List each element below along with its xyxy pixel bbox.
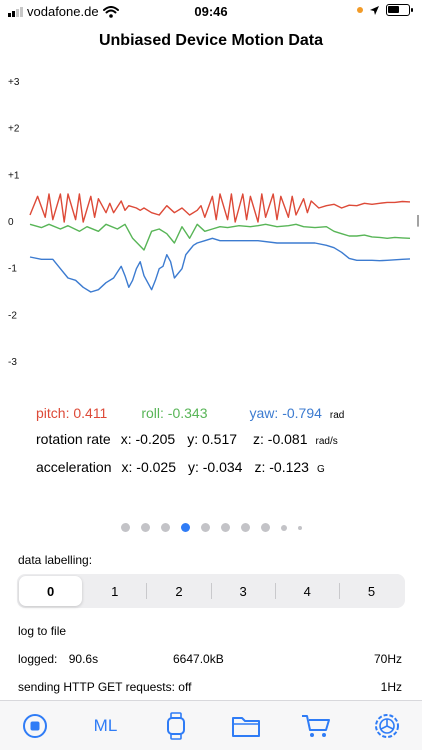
acceleration-z: z: -0.123 xyxy=(254,459,309,475)
tab-cart[interactable] xyxy=(296,706,336,746)
ml-tab-label: ML xyxy=(93,715,118,735)
tab-record[interactable] xyxy=(15,706,55,746)
roll-value: roll: -0.343 xyxy=(141,405,208,421)
segment-divider xyxy=(210,583,212,599)
logged-label: logged: xyxy=(18,652,58,666)
page-dot[interactable] xyxy=(297,525,302,530)
y-tick-label: -3 xyxy=(8,357,17,368)
segment-divider xyxy=(274,583,276,599)
motion-chart: +3 +2 +1 0 -1 -2 -3 xyxy=(0,70,422,370)
attitude-readout: pitch: 0.411 roll: -0.343 yaw: -0.794 ra… xyxy=(36,405,344,421)
page-dot[interactable] xyxy=(260,523,270,532)
acceleration-x: x: -0.025 xyxy=(121,459,176,475)
log-rate: 70Hz xyxy=(373,652,402,666)
y-tick-label: +2 xyxy=(8,124,20,135)
y-tick-label: +3 xyxy=(8,77,20,88)
page-dot[interactable] xyxy=(280,524,287,531)
log-to-file-toggle[interactable]: log to file xyxy=(18,624,67,638)
logged-size: 6647.0kB xyxy=(173,652,224,666)
segment-divider xyxy=(146,583,148,599)
http-row[interactable]: sending HTTP GET requests: off 1Hz xyxy=(18,680,404,694)
acceleration-unit: G xyxy=(316,464,325,475)
log-stats-row: logged: 90.6s 6647.0kB 70Hz xyxy=(18,652,404,666)
stop-circle-icon xyxy=(23,713,48,738)
y-tick-label: 0 xyxy=(8,217,14,228)
signal-icon xyxy=(8,6,23,17)
pitch-series-line xyxy=(29,193,411,223)
pitch-value: pitch: 0.411 xyxy=(36,405,108,421)
label-option-0[interactable]: 0 xyxy=(19,576,83,606)
status-bar: vodafone.de 09:46 xyxy=(0,0,422,24)
tab-settings[interactable] xyxy=(367,706,407,746)
page-title: Unbiased Device Motion Data xyxy=(98,32,324,49)
battery-icon xyxy=(386,4,413,16)
status-time: 09:46 xyxy=(194,4,228,19)
label-option-2[interactable]: 2 xyxy=(175,583,183,599)
page-dot[interactable] xyxy=(120,523,130,532)
carrier-name: vodafone.de xyxy=(27,4,99,19)
rotation-unit: rad/s xyxy=(315,436,338,447)
status-left: vodafone.de xyxy=(8,4,119,19)
http-rate[interactable]: 1Hz xyxy=(380,680,402,694)
data-labelling-title: data labelling: xyxy=(18,553,93,567)
rotation-z: z: -0.081 xyxy=(253,431,308,447)
wifi-icon xyxy=(102,5,119,18)
page-dot[interactable] xyxy=(140,523,150,532)
tab-watch[interactable] xyxy=(156,706,196,746)
page-dot[interactable] xyxy=(200,523,210,532)
motion-chart-plot: +3 +2 +1 0 -1 -2 -3 xyxy=(8,77,419,368)
y-tick-label: -1 xyxy=(8,264,17,275)
http-status[interactable]: sending HTTP GET requests: off xyxy=(18,680,192,694)
tab-bar: ML xyxy=(0,700,422,750)
attitude-unit: rad xyxy=(329,410,345,421)
rotation-x: x: -0.205 xyxy=(120,431,176,447)
status-right xyxy=(357,4,413,16)
page-dot-active[interactable] xyxy=(180,523,190,532)
label-option-5[interactable]: 5 xyxy=(367,583,376,599)
tab-files[interactable] xyxy=(226,706,266,746)
y-tick-label: +1 xyxy=(8,170,20,181)
folder-icon xyxy=(232,716,261,737)
label-option-3[interactable]: 3 xyxy=(239,583,247,599)
rotation-readout: rotation rate x: -0.205 y: 0.517 z: -0.0… xyxy=(36,431,338,447)
page-dot[interactable] xyxy=(220,523,230,532)
recording-indicator-icon xyxy=(357,7,363,13)
acceleration-readout: acceleration x: -0.025 y: -0.034 z: -0.1… xyxy=(36,459,325,475)
label-option-4[interactable]: 4 xyxy=(303,583,311,599)
cart-icon xyxy=(302,714,331,737)
roll-series-line xyxy=(29,223,411,251)
acceleration-label: acceleration xyxy=(36,459,112,475)
labelling-segmented-control[interactable]: 0 1 2 3 4 5 xyxy=(17,574,405,608)
page-dot[interactable] xyxy=(240,523,250,532)
settings-gear-icon xyxy=(374,713,399,738)
watch-icon xyxy=(166,711,185,740)
acceleration-y: y: -0.034 xyxy=(187,459,243,475)
location-arrow-icon xyxy=(370,5,379,15)
rotation-y: y: 0.517 xyxy=(187,431,238,447)
segment-divider xyxy=(338,583,340,599)
tab-ml[interactable]: ML xyxy=(85,706,125,746)
page-indicator[interactable] xyxy=(0,523,422,532)
yaw-value: yaw: -0.794 xyxy=(249,405,322,421)
logged-time: 90.6s xyxy=(68,652,99,666)
rotation-label: rotation rate xyxy=(36,431,111,447)
page-dot[interactable] xyxy=(160,523,170,532)
y-tick-label: -2 xyxy=(8,310,17,321)
label-option-1[interactable]: 1 xyxy=(111,583,119,599)
yaw-series-line xyxy=(29,237,411,293)
